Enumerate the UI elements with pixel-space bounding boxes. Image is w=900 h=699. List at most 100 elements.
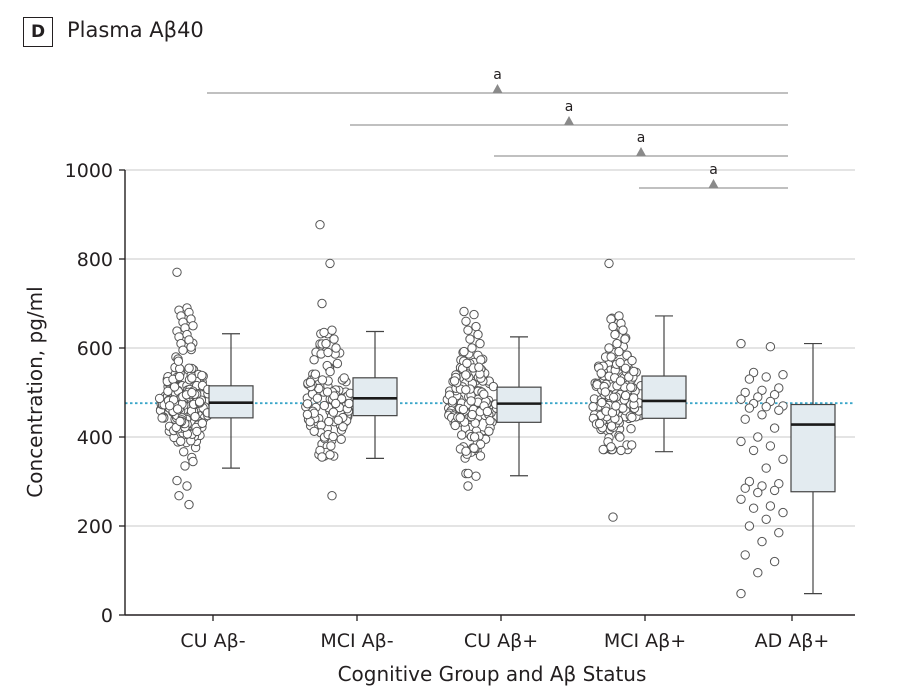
data-point — [336, 434, 346, 444]
data-point — [197, 370, 207, 381]
data-point — [488, 381, 499, 392]
y-tick-label: 400 — [77, 427, 113, 449]
data-point — [339, 373, 349, 383]
x-tick-label: MCI Aβ+ — [604, 630, 686, 652]
axes: 0 200 400 600 800 1000 CU Aβ- MCI Aβ- CU Aβ+ MCI … — [65, 160, 855, 652]
y-tick-label: 600 — [77, 338, 113, 360]
data-point — [455, 413, 465, 423]
significance-label: a — [565, 99, 574, 115]
data-point — [184, 499, 194, 510]
data-point — [457, 430, 467, 440]
data-point — [627, 440, 637, 450]
y-tick-label: 200 — [77, 516, 113, 538]
data-point — [484, 426, 494, 436]
panel-title: Plasma Aβ40 — [67, 18, 204, 42]
data-point — [174, 371, 185, 382]
data-point — [325, 366, 335, 377]
grid-lines — [125, 169, 855, 527]
data-point — [332, 358, 343, 369]
data-point — [778, 507, 788, 518]
data-point — [178, 345, 188, 355]
data-point — [606, 442, 616, 452]
data-point — [184, 363, 194, 373]
data-point — [765, 501, 776, 511]
data-point — [615, 376, 626, 386]
data-point — [598, 444, 608, 455]
data-point — [469, 432, 480, 442]
data-point — [312, 393, 323, 403]
data-point — [315, 220, 325, 230]
significance-marker — [636, 147, 646, 156]
data-point — [608, 512, 618, 522]
data-point — [333, 415, 343, 425]
data-point — [774, 528, 784, 538]
data-point — [620, 390, 631, 401]
data-point — [447, 396, 458, 406]
data-point — [626, 424, 636, 434]
data-point — [627, 412, 637, 423]
data-point — [475, 338, 485, 349]
data-point — [740, 387, 750, 398]
data-point — [774, 383, 784, 393]
data-point — [188, 456, 198, 467]
significance-marker — [708, 179, 719, 188]
data-point — [615, 432, 625, 442]
box-plot — [790, 342, 836, 595]
box-iqr — [790, 403, 836, 493]
data-point — [620, 363, 631, 373]
data-point — [769, 556, 780, 567]
data-point — [172, 267, 182, 277]
data-point — [325, 450, 335, 460]
y-tick-label: 800 — [77, 249, 113, 271]
data-point — [744, 521, 755, 531]
x-tick-label: CU Aβ+ — [464, 630, 538, 652]
data-point — [769, 485, 780, 496]
data-point — [172, 475, 182, 486]
data-point — [317, 375, 328, 385]
data-point — [467, 343, 477, 353]
data-point — [322, 387, 333, 397]
data-point — [778, 454, 788, 464]
x-tick-label: AD Aβ+ — [755, 630, 830, 652]
data-point — [329, 334, 339, 344]
data-point — [597, 397, 607, 408]
data-point — [449, 376, 460, 386]
significance-bracket: a — [350, 99, 788, 126]
box-iqr — [641, 375, 687, 419]
data-point — [610, 329, 620, 340]
data-point — [309, 426, 319, 436]
data-point — [469, 443, 479, 453]
data-point — [461, 385, 471, 395]
data-point — [740, 483, 750, 493]
significance-label: a — [637, 130, 646, 146]
data-point — [757, 410, 767, 420]
data-point — [778, 370, 788, 380]
data-point — [328, 431, 338, 442]
data-point — [604, 343, 614, 353]
data-point — [459, 306, 469, 317]
data-point — [736, 494, 746, 504]
scatter-points — [154, 220, 788, 599]
data-point — [614, 346, 624, 357]
data-point — [461, 446, 471, 456]
data-point — [606, 421, 617, 431]
x-tick-label: CU Aβ- — [180, 630, 245, 652]
data-point — [154, 393, 165, 404]
data-point — [615, 357, 625, 368]
data-point — [465, 334, 475, 344]
box-plot — [208, 333, 254, 469]
data-point — [608, 321, 618, 332]
data-point — [609, 392, 619, 402]
data-point — [321, 338, 331, 349]
data-point — [774, 405, 784, 415]
data-point — [761, 463, 771, 473]
data-point — [319, 327, 329, 338]
data-point — [319, 400, 329, 411]
data-point — [765, 441, 776, 451]
data-point — [310, 369, 321, 379]
x-tick-label: MCI Aβ- — [320, 630, 393, 652]
data-point — [302, 399, 313, 409]
data-point — [450, 420, 460, 431]
data-point — [466, 396, 476, 406]
